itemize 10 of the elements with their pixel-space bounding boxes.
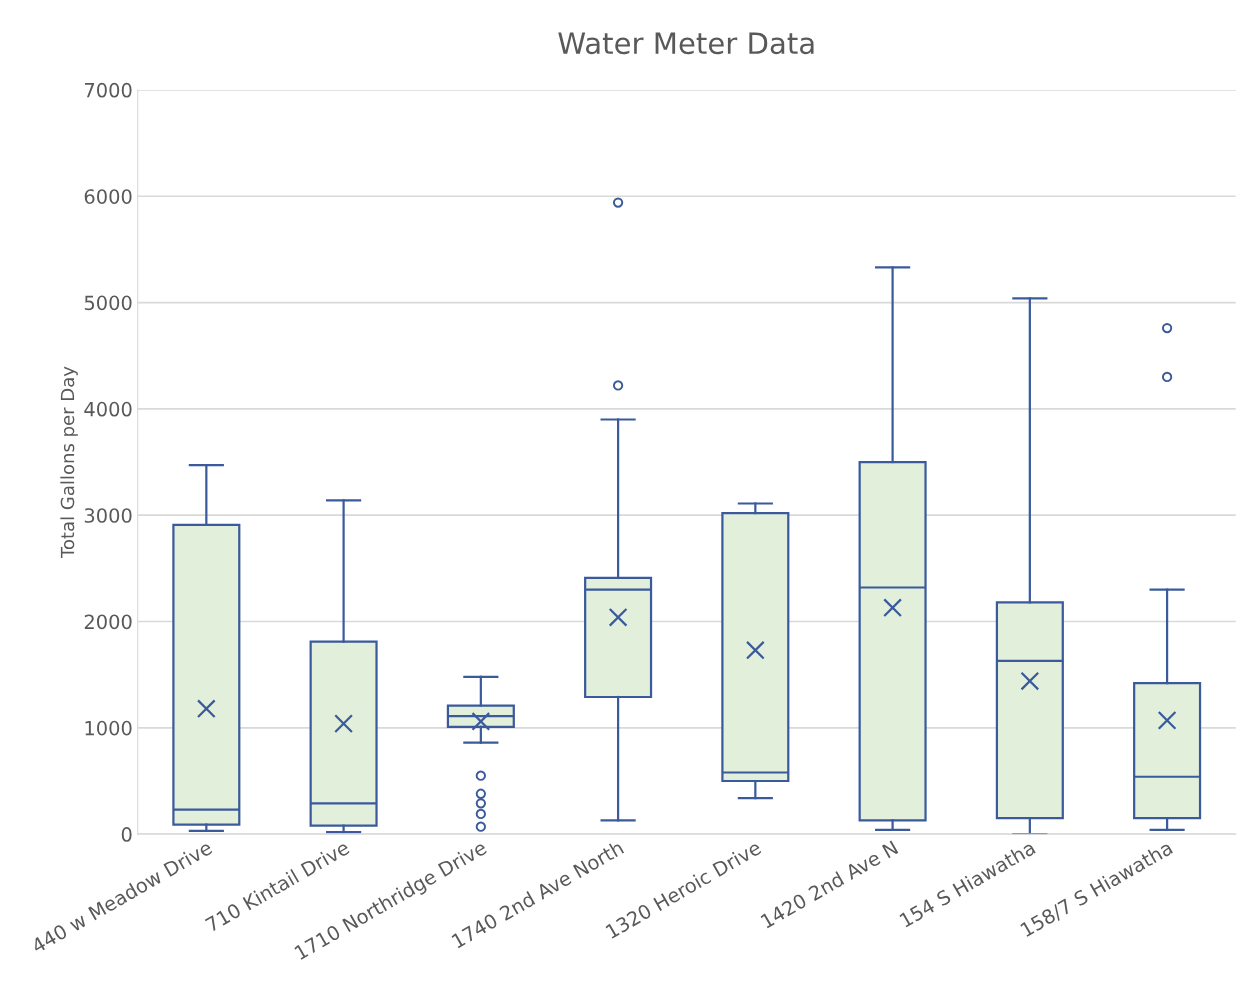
y-tick-label: 7000 [84, 82, 132, 98]
y-tick-label: 0 [121, 827, 132, 842]
y-tick-label: 1000 [85, 720, 132, 736]
y-tick-label: 5000 [84, 295, 132, 311]
y-tick-label: 4000 [84, 401, 132, 417]
y-tick-label: 2000 [84, 614, 132, 630]
y-axis-title: Total Gallons per Day [60, 366, 78, 559]
chart-title: Water Meter Data [558, 32, 814, 55]
y-tick-label: 6000 [84, 189, 132, 204]
y-tick-label: 3000 [84, 508, 132, 523]
